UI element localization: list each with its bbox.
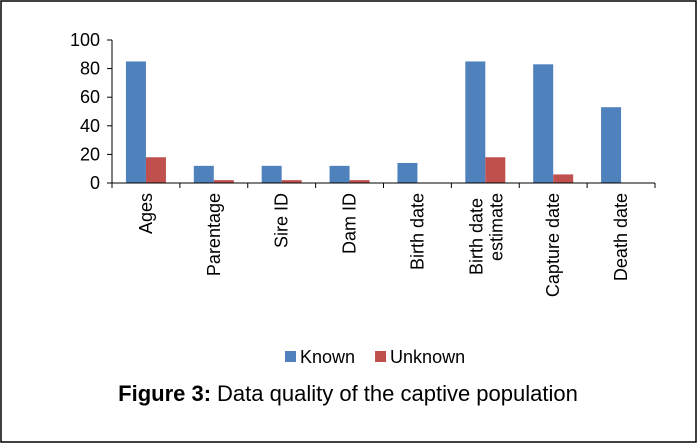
x-tick-label: Dam ID — [340, 193, 360, 254]
legend-swatch — [375, 351, 387, 362]
caption-label: Figure 3: — [118, 381, 211, 406]
bar — [281, 180, 302, 183]
x-tick-label-line: Birth date — [466, 193, 486, 275]
bar — [125, 61, 146, 184]
x-tick-label: Parentage — [204, 193, 224, 276]
bar — [145, 157, 166, 183]
bar — [397, 162, 418, 183]
x-tick-label: Ages — [136, 193, 156, 234]
bar — [329, 165, 350, 183]
bar — [213, 180, 234, 183]
y-tick-label: 100 — [70, 30, 100, 50]
y-tick-label: 0 — [90, 173, 100, 193]
legend-swatch — [285, 351, 296, 362]
legend-label: Known — [300, 347, 355, 367]
bar — [349, 180, 370, 183]
bar — [601, 107, 622, 183]
bar — [261, 165, 282, 183]
x-tick-label: Birth date estimate — [466, 193, 506, 275]
caption: Figure 3: Data quality of the captive pop… — [118, 381, 578, 406]
y-tick-label: 80 — [80, 59, 100, 79]
y-tick-label: 40 — [80, 116, 100, 136]
bar — [533, 64, 554, 183]
bar — [465, 61, 486, 184]
y-tick-label: 60 — [80, 87, 100, 107]
bar — [485, 157, 506, 183]
legend-label: Unknown — [390, 347, 465, 367]
x-tick-label: Death date — [611, 193, 631, 281]
y-tick-label: 20 — [80, 144, 100, 164]
x-tick-label: Birth date — [407, 193, 427, 270]
bar — [553, 174, 574, 183]
x-tick-label: Sire ID — [272, 193, 292, 248]
x-tick-label-line: estimate — [486, 193, 506, 261]
caption-text: Data quality of the captive population — [217, 381, 578, 406]
bar — [193, 165, 214, 183]
x-tick-label: Capture date — [543, 193, 563, 297]
